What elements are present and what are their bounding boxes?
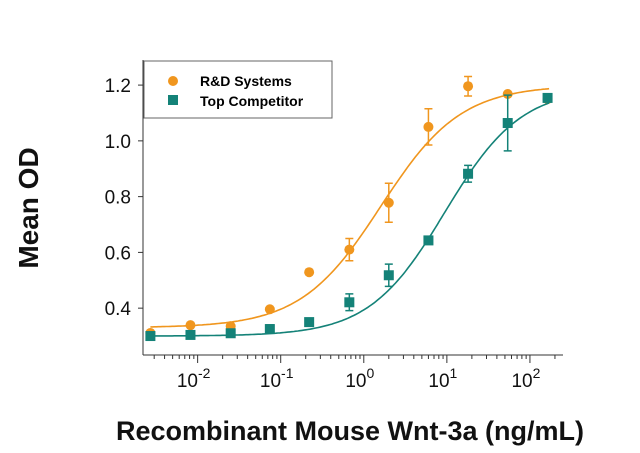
data-point	[502, 89, 513, 100]
y-tick-label: 0.6	[105, 243, 131, 264]
y-tick-label: 0.8	[105, 188, 131, 209]
data-point	[225, 328, 236, 339]
data-point	[304, 317, 315, 328]
x-axis-label: Recombinant Mouse Wnt-3a (ng/mL)	[116, 416, 584, 446]
data-point	[264, 324, 275, 335]
y-tick-label: 1.2	[105, 76, 131, 97]
x-tick-label: 10-1	[260, 365, 294, 392]
legend-label-rd: R&D Systems	[200, 73, 292, 89]
x-tick-label: 101	[428, 365, 457, 392]
x-tick-label: 10-2	[177, 365, 211, 392]
y-tick-label: 1.0	[105, 132, 131, 153]
fit-curve	[150, 102, 550, 337]
x-tick-label: 102	[511, 365, 540, 392]
legend: R&D Systems Top Competitor	[143, 60, 333, 119]
data-point	[502, 118, 513, 129]
data-point	[423, 235, 434, 246]
y-axis-label: Mean OD	[13, 147, 44, 268]
data-point	[145, 331, 156, 342]
x-tick-label: 100	[345, 365, 374, 392]
data-point	[383, 197, 394, 208]
data-point	[185, 320, 196, 331]
y-tick-label: 0.4	[105, 299, 132, 320]
data-point	[185, 329, 196, 340]
legend-marker-competitor	[168, 95, 178, 105]
fit-curve	[150, 87, 550, 328]
data-point	[423, 121, 434, 132]
data-point	[264, 304, 275, 315]
data-point	[304, 267, 315, 278]
data-point	[383, 270, 394, 281]
data-point	[344, 297, 355, 308]
data-point	[542, 92, 553, 103]
legend-label-competitor: Top Competitor	[200, 93, 304, 109]
data-point	[463, 81, 474, 92]
data-point	[344, 244, 355, 255]
legend-marker-rd	[168, 76, 178, 86]
data-point	[463, 168, 474, 179]
